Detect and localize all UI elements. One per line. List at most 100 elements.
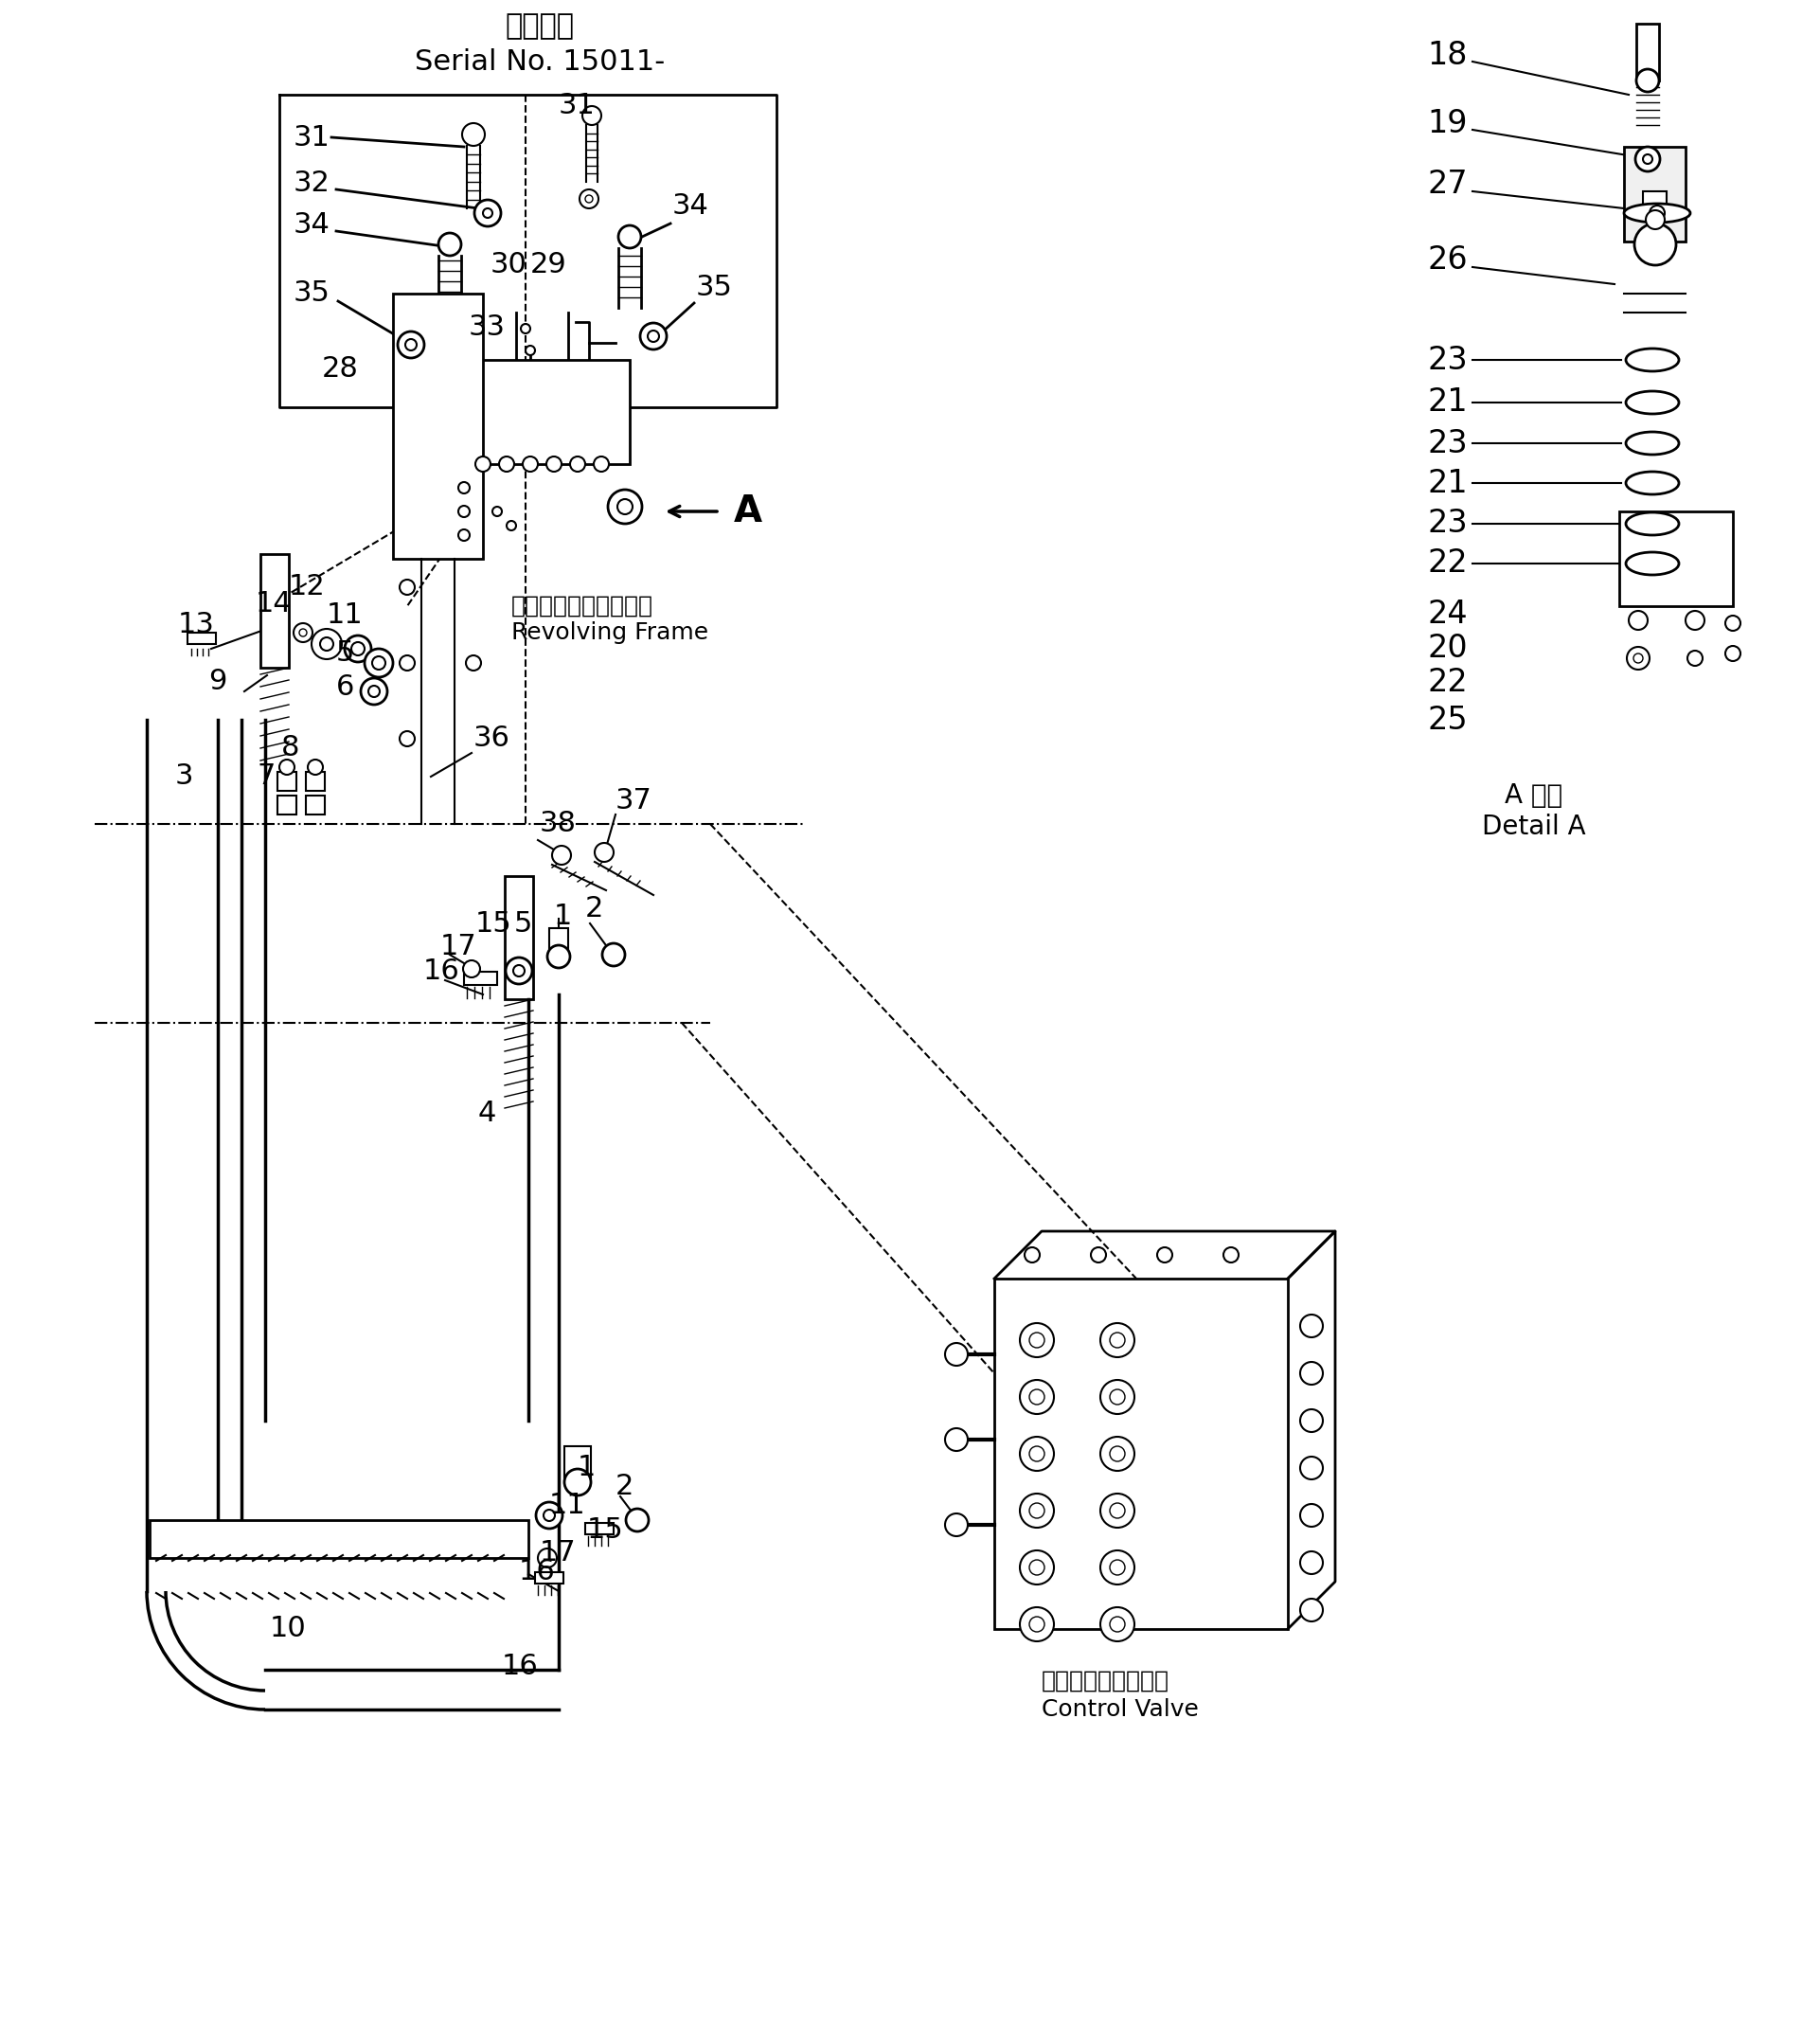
Ellipse shape: [1625, 512, 1678, 536]
Circle shape: [298, 629, 308, 637]
Circle shape: [945, 1343, 968, 1366]
Bar: [306, 773, 324, 791]
Circle shape: [945, 1428, 968, 1450]
Circle shape: [522, 457, 539, 471]
Bar: [1643, 192, 1667, 218]
Circle shape: [1634, 223, 1676, 265]
Circle shape: [506, 520, 517, 530]
Circle shape: [617, 500, 633, 514]
Text: 7: 7: [258, 763, 277, 791]
Text: 5: 5: [515, 910, 533, 937]
Circle shape: [1158, 1248, 1172, 1262]
Circle shape: [360, 678, 388, 704]
Bar: [1623, 148, 1685, 241]
Circle shape: [351, 641, 364, 655]
Circle shape: [506, 957, 531, 983]
Circle shape: [551, 846, 571, 864]
Circle shape: [1019, 1493, 1054, 1527]
Circle shape: [1299, 1410, 1323, 1432]
Bar: [994, 1279, 1289, 1629]
Circle shape: [1110, 1390, 1125, 1404]
Circle shape: [311, 629, 342, 659]
Circle shape: [1299, 1598, 1323, 1620]
Text: Detail A: Detail A: [1481, 813, 1585, 840]
Text: レボルビングフレーム: レボルビングフレーム: [511, 595, 653, 617]
Text: 6: 6: [337, 674, 355, 700]
Text: 10: 10: [269, 1614, 306, 1643]
Bar: [149, 1519, 528, 1558]
Ellipse shape: [1625, 348, 1678, 372]
Text: 2: 2: [586, 896, 604, 922]
Circle shape: [586, 194, 593, 202]
Text: 16: 16: [502, 1653, 539, 1681]
Circle shape: [459, 530, 470, 540]
Circle shape: [1090, 1248, 1107, 1262]
Circle shape: [1629, 611, 1647, 629]
Text: 31: 31: [559, 93, 595, 119]
Circle shape: [344, 635, 371, 662]
Text: 15: 15: [475, 910, 511, 937]
Text: 31: 31: [293, 123, 331, 152]
Circle shape: [400, 655, 415, 670]
Bar: [306, 795, 324, 815]
Text: 35: 35: [695, 273, 733, 301]
Circle shape: [595, 844, 613, 862]
Circle shape: [1110, 1446, 1125, 1461]
Text: 27: 27: [1427, 170, 1467, 200]
Circle shape: [1101, 1550, 1134, 1584]
Text: 32: 32: [293, 170, 331, 196]
Text: 17: 17: [440, 933, 477, 961]
Bar: [277, 773, 297, 791]
Text: 24: 24: [1427, 599, 1467, 629]
Text: 34: 34: [672, 192, 710, 221]
Circle shape: [1685, 611, 1705, 629]
Circle shape: [535, 1503, 562, 1529]
Text: 23: 23: [1427, 508, 1467, 540]
Circle shape: [1636, 148, 1660, 172]
Circle shape: [626, 1509, 648, 1531]
Text: 33: 33: [470, 314, 506, 340]
Text: 23: 23: [1427, 344, 1467, 376]
Circle shape: [459, 481, 470, 494]
Text: 37: 37: [615, 787, 652, 813]
Text: 30: 30: [491, 251, 528, 279]
Text: 35: 35: [293, 279, 331, 307]
Circle shape: [539, 1548, 557, 1568]
Circle shape: [945, 1513, 968, 1535]
Text: 16: 16: [424, 957, 460, 985]
Bar: [586, 1523, 613, 1533]
Circle shape: [1110, 1616, 1125, 1633]
Circle shape: [399, 332, 424, 358]
Circle shape: [1636, 69, 1660, 91]
Text: 29: 29: [530, 251, 568, 279]
Ellipse shape: [1623, 204, 1691, 223]
Circle shape: [466, 655, 480, 670]
Circle shape: [1101, 1436, 1134, 1471]
Circle shape: [364, 649, 393, 678]
Circle shape: [1030, 1503, 1045, 1517]
Circle shape: [1019, 1436, 1054, 1471]
Text: 15: 15: [588, 1515, 624, 1544]
Circle shape: [593, 457, 610, 471]
Text: Control Valve: Control Valve: [1041, 1697, 1199, 1722]
Circle shape: [499, 457, 515, 471]
Text: 17: 17: [541, 1540, 577, 1568]
Circle shape: [406, 340, 417, 350]
Circle shape: [641, 324, 666, 350]
Text: 21: 21: [1427, 386, 1467, 419]
Circle shape: [493, 506, 502, 516]
Ellipse shape: [1625, 471, 1678, 494]
Circle shape: [602, 943, 624, 967]
Text: 3: 3: [175, 763, 193, 791]
Circle shape: [619, 225, 641, 249]
Circle shape: [1030, 1333, 1045, 1347]
Text: Serial No. 15011-: Serial No. 15011-: [415, 49, 664, 75]
Text: 8: 8: [282, 734, 300, 763]
Circle shape: [439, 233, 460, 255]
Text: 18: 18: [1427, 38, 1467, 71]
Text: 13: 13: [178, 611, 215, 639]
Circle shape: [475, 457, 491, 471]
Circle shape: [459, 506, 470, 518]
Circle shape: [1101, 1323, 1134, 1357]
Bar: [260, 554, 289, 668]
